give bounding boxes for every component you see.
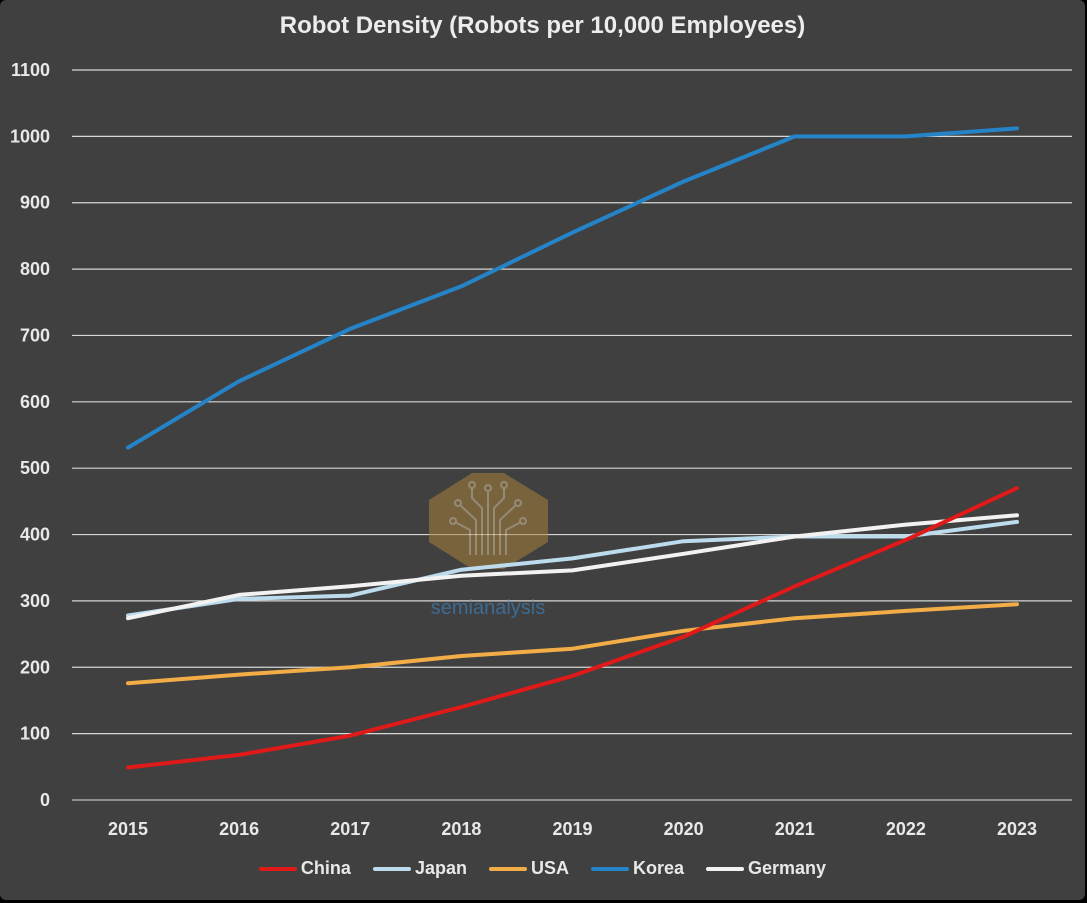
y-tick-label: 100 bbox=[20, 724, 50, 744]
legend-item-usa: USA bbox=[488, 858, 569, 879]
y-tick-label: 700 bbox=[20, 325, 50, 345]
legend-item-china: China bbox=[258, 858, 351, 879]
plot-area: 0 100 200 300 400 500 600 700 800 900 1000 1100 201… bbox=[10, 60, 1072, 839]
x-tick-label: 2019 bbox=[552, 819, 592, 839]
series-line-usa bbox=[126, 602, 1019, 686]
legend-swatch bbox=[706, 866, 745, 871]
y-tick-label: 900 bbox=[20, 193, 50, 213]
series-line-korea bbox=[126, 126, 1019, 450]
legend: China Japan USA Korea Germany bbox=[0, 858, 1085, 879]
y-tick-label: 300 bbox=[20, 591, 50, 611]
watermark-text: semianalysis bbox=[431, 597, 545, 619]
y-tick-label: 200 bbox=[20, 657, 50, 677]
legend-swatch bbox=[372, 866, 411, 871]
x-tick-label: 2018 bbox=[441, 819, 481, 839]
gridlines bbox=[72, 69, 1072, 801]
watermark-logo: semianalysis bbox=[429, 473, 548, 619]
y-tick-label: 800 bbox=[20, 259, 50, 279]
series-line-japan bbox=[126, 519, 1019, 618]
legend-item-germany: Germany bbox=[706, 858, 826, 879]
x-tick-label: 2016 bbox=[219, 819, 259, 839]
y-tick-label: 400 bbox=[20, 525, 50, 545]
y-tick-label: 1000 bbox=[10, 126, 50, 146]
y-tick-label: 1100 bbox=[11, 60, 50, 80]
x-tick-label: 2021 bbox=[775, 819, 815, 839]
tree-circuit-icon bbox=[449, 481, 527, 555]
y-tick-label: 500 bbox=[20, 458, 50, 478]
legend-swatch bbox=[258, 866, 297, 871]
legend-label: China bbox=[300, 858, 351, 878]
x-tick-label: 2020 bbox=[664, 819, 704, 839]
series-line-germany bbox=[126, 513, 1019, 621]
legend-label: Japan bbox=[414, 858, 467, 878]
legend-label: USA bbox=[530, 858, 569, 878]
legend-item-japan: Japan bbox=[372, 858, 467, 879]
legend-swatch bbox=[590, 866, 629, 871]
series-lines bbox=[126, 126, 1019, 770]
y-tick-label: 0 bbox=[40, 790, 50, 810]
series-line-china bbox=[126, 486, 1019, 770]
x-tick-label: 2022 bbox=[886, 819, 926, 839]
y-tick-label: 600 bbox=[20, 392, 50, 412]
legend-swatch bbox=[488, 866, 527, 871]
x-tick-label: 2017 bbox=[330, 819, 370, 839]
x-tick-label: 2023 bbox=[997, 819, 1037, 839]
legend-item-korea: Korea bbox=[590, 858, 685, 879]
chart-title: Robot Density (Robots per 10,000 Employe… bbox=[279, 12, 806, 39]
x-tick-label: 2015 bbox=[108, 819, 148, 839]
legend-label: Korea bbox=[632, 858, 685, 878]
x-axis-ticks: 2015 2016 2017 2018 2019 2020 2021 2022 2023 bbox=[108, 819, 1037, 839]
legend-label: Germany bbox=[748, 858, 827, 878]
y-axis-ticks: 0 100 200 300 400 500 600 700 800 900 1000 1100 bbox=[10, 60, 50, 810]
